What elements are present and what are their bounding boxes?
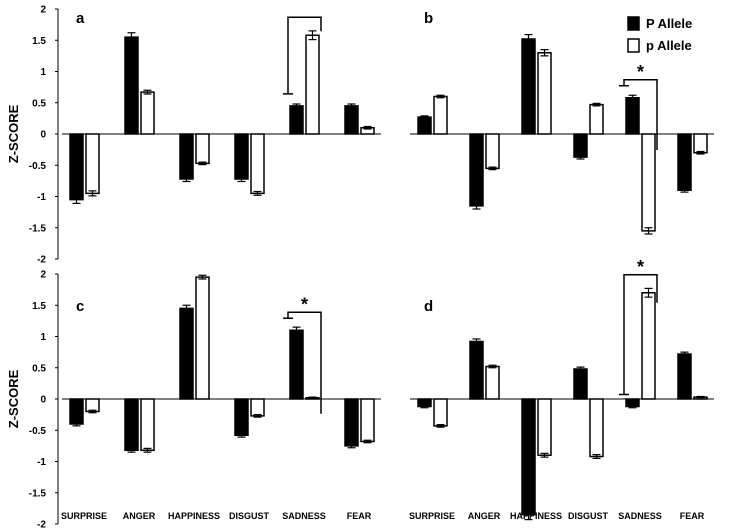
y-tick-label: -2 (37, 520, 46, 528)
significance-star: * (301, 294, 308, 314)
category-label: DISGUST (568, 511, 609, 521)
y-tick-label: 0.5 (32, 98, 46, 109)
bar (485, 365, 500, 400)
bar (417, 116, 432, 135)
bar (344, 105, 359, 135)
y-tick-label: -1 (37, 457, 46, 468)
bar (344, 398, 359, 447)
panel-letter: d (424, 298, 433, 315)
y-tick-label: 1.5 (32, 301, 46, 312)
bar (677, 133, 692, 191)
bar (625, 97, 640, 135)
legend-label: p Allele (646, 38, 692, 53)
bar (469, 340, 484, 400)
bar (195, 276, 210, 400)
bar (85, 133, 100, 195)
legend-swatch (627, 16, 640, 31)
significance-star: * (637, 257, 644, 277)
panel-c: 2 1.5 1 0.5 0 -0.5 -1 -1.5 -2 Z-SCORE c SURPRISE ANG… (6, 270, 381, 528)
y-tick-label: 1 (40, 67, 46, 78)
category-label: ANGER (468, 511, 501, 521)
y-tick-label: -1.5 (29, 488, 47, 499)
bar (360, 398, 375, 443)
bar (469, 133, 484, 207)
y-tick-label: 2 (40, 270, 46, 281)
bar (589, 103, 604, 135)
bar (289, 329, 304, 400)
panel-b: b* (410, 10, 714, 235)
y-tick-label: -0.5 (29, 161, 47, 172)
bar (234, 133, 249, 180)
y-tick-label: -1 (37, 192, 46, 203)
bar (179, 307, 194, 400)
bar (289, 105, 304, 135)
bar (521, 38, 536, 135)
panel-d: d SURPRISE ANGER HAPPINESS DISGUST SADNESS FEA… (409, 257, 714, 521)
bar (537, 398, 552, 456)
y-tick-label: 1 (40, 332, 46, 343)
y-axis-label: Z-SCORE (6, 104, 21, 163)
bar (69, 398, 84, 425)
legend-label: P Allele (646, 16, 692, 31)
category-label: SURPRISE (409, 511, 455, 521)
bar (641, 292, 656, 400)
bar (433, 398, 448, 427)
y-tick-label: -0.5 (29, 426, 47, 437)
category-label: DISGUST (229, 511, 270, 521)
category-label: SURPRISE (61, 511, 107, 521)
bar (195, 133, 210, 165)
significance-bracket (623, 79, 658, 150)
bar (250, 133, 265, 195)
bar (250, 398, 265, 417)
y-tick-label: 0.5 (32, 363, 46, 374)
bar (573, 133, 588, 158)
bar (140, 398, 155, 451)
category-label: FEAR (347, 511, 372, 521)
panel-letter: c (76, 298, 84, 315)
y-tick-label: -2 (37, 255, 46, 266)
category-label: HAPPINESS (510, 511, 562, 521)
bar (693, 133, 708, 154)
significance-star: * (637, 62, 644, 82)
y-tick-label: 0 (40, 130, 46, 141)
category-label: ANGER (123, 511, 156, 521)
category-label: FEAR (680, 511, 705, 521)
legend-swatch (627, 38, 640, 53)
bar (641, 133, 656, 232)
panel-letter: a (76, 10, 85, 27)
bar (305, 34, 320, 135)
y-tick-label: 0 (40, 395, 46, 406)
y-axis-label: Z-SCORE (6, 369, 21, 428)
bar (124, 36, 139, 135)
category-label: SADNESS (282, 511, 326, 521)
y-tick-label: -1.5 (29, 223, 47, 234)
bar (573, 368, 588, 400)
bar (234, 398, 249, 436)
bar (85, 398, 100, 413)
legend: P Allele p Allele (627, 16, 692, 53)
bar (677, 353, 692, 400)
bar (124, 398, 139, 451)
significance-bracket (623, 274, 658, 395)
bar (433, 95, 448, 135)
bar (485, 133, 500, 170)
panel-a: 2 1.5 1 0.5 0 -0.5 -1 -1.5 -2 Z-SCORE a (6, 5, 381, 266)
bar (69, 133, 84, 201)
significance-bracket (287, 16, 322, 94)
category-label: SADNESS (618, 511, 662, 521)
bar (179, 133, 194, 180)
category-label: HAPPINESS (168, 511, 220, 521)
panel-letter: b (424, 10, 433, 27)
bar (589, 398, 604, 458)
bar (521, 398, 536, 516)
bar (537, 52, 552, 135)
bar (140, 91, 155, 135)
significance-bracket (287, 311, 322, 414)
y-tick-label: 1.5 (32, 36, 46, 47)
y-tick-label: 2 (40, 5, 46, 16)
